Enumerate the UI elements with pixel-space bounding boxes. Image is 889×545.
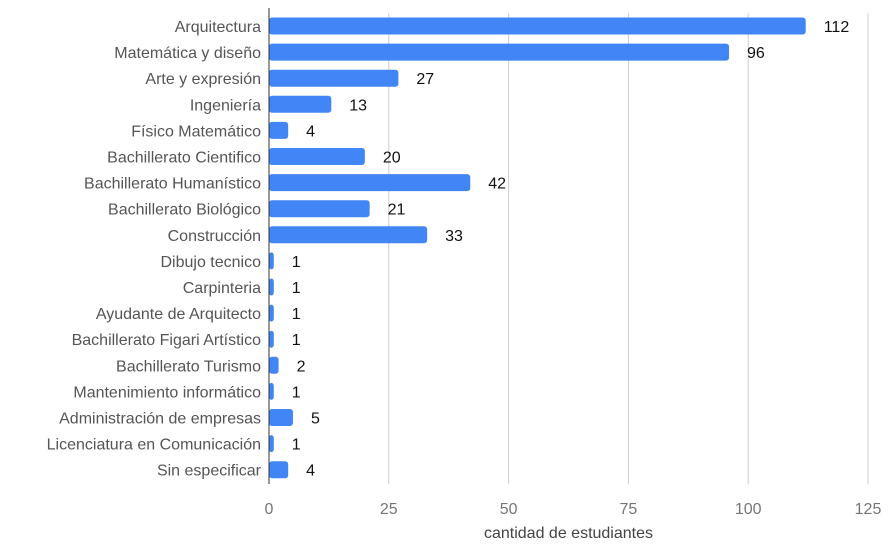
category-label: Dibujo tecnico bbox=[161, 254, 262, 271]
x-axis-title: cantidad de estudiantes bbox=[484, 525, 653, 542]
bar bbox=[269, 95, 332, 113]
category-label: Mantenimiento informático bbox=[73, 384, 261, 401]
value-label: 20 bbox=[383, 150, 401, 167]
bar bbox=[269, 200, 370, 218]
category-label: Arquitectura bbox=[175, 19, 261, 36]
bar bbox=[269, 43, 730, 61]
category-label: Ingeniería bbox=[190, 97, 261, 114]
category-label: Sin especificar bbox=[157, 463, 262, 480]
value-label: 5 bbox=[311, 411, 320, 428]
x-tick-label: 0 bbox=[265, 501, 274, 518]
x-tick-labels: 0 25 50 75 100 125 bbox=[265, 501, 882, 518]
category-labels: Arquitectura Matemática y diseño Arte y ex… bbox=[47, 19, 262, 480]
bar bbox=[269, 461, 289, 479]
category-label: Bachillerato Humanístico bbox=[84, 176, 261, 193]
category-label: Arte y expresión bbox=[145, 71, 261, 88]
value-label: 42 bbox=[488, 176, 506, 193]
bar bbox=[269, 252, 274, 270]
x-tick-label: 75 bbox=[620, 501, 638, 518]
category-label: Bachillerato Cientifico bbox=[107, 150, 261, 167]
x-tick-label: 100 bbox=[735, 501, 762, 518]
value-label: 13 bbox=[349, 97, 367, 114]
bar bbox=[269, 17, 806, 35]
value-label: 1 bbox=[292, 384, 301, 401]
category-label: Matemática y diseño bbox=[114, 45, 261, 62]
category-label: Construcción bbox=[168, 228, 261, 245]
value-label: 112 bbox=[824, 19, 850, 36]
bar bbox=[269, 69, 399, 87]
category-label: Bachillerato Turismo bbox=[116, 358, 261, 375]
bar bbox=[269, 278, 274, 296]
category-label: Físico Matemático bbox=[131, 123, 261, 140]
bars bbox=[269, 17, 806, 479]
value-label: 4 bbox=[306, 123, 315, 140]
value-label: 4 bbox=[306, 463, 315, 480]
x-tick-label: 125 bbox=[855, 501, 882, 518]
value-label: 1 bbox=[292, 254, 301, 271]
category-label: Licenciatura en Comunicación bbox=[47, 437, 261, 454]
bar bbox=[269, 148, 365, 165]
value-label: 1 bbox=[292, 332, 301, 349]
bar bbox=[269, 226, 428, 244]
value-label: 1 bbox=[292, 280, 301, 297]
bar bbox=[269, 409, 293, 426]
value-label: 1 bbox=[292, 306, 301, 323]
value-label: 1 bbox=[292, 437, 301, 454]
bar bbox=[269, 304, 274, 322]
bar bbox=[269, 121, 289, 139]
bar bbox=[269, 435, 274, 453]
x-tick-label: 25 bbox=[380, 501, 398, 518]
bar bbox=[269, 174, 471, 192]
category-label: Bachillerato Figari Artístico bbox=[72, 332, 262, 349]
value-label: 27 bbox=[416, 71, 434, 88]
category-label: Carpinteria bbox=[183, 280, 261, 297]
value-label: 21 bbox=[388, 202, 406, 219]
gridlines bbox=[388, 13, 869, 484]
category-label: Bachillerato Biológico bbox=[108, 202, 261, 219]
category-label: Ayudante de Arquitecto bbox=[96, 306, 261, 323]
x-tick-label: 50 bbox=[500, 501, 518, 518]
value-label: 96 bbox=[747, 45, 765, 62]
bar bbox=[269, 330, 274, 348]
bar bbox=[269, 356, 279, 374]
value-label: 33 bbox=[445, 228, 463, 245]
value-label: 2 bbox=[297, 358, 306, 375]
category-label: Administración de empresas bbox=[59, 411, 261, 428]
bar bbox=[269, 382, 274, 400]
